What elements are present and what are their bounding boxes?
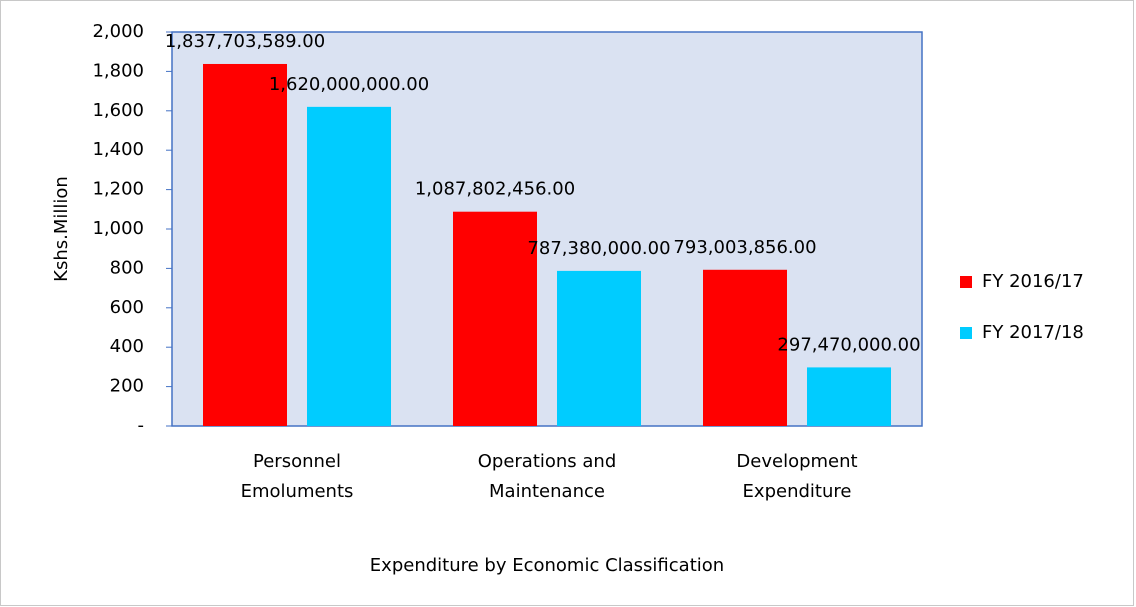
bar <box>557 270 641 426</box>
legend-swatch <box>960 327 972 339</box>
data-label: 297,470,000.00 <box>777 334 920 355</box>
legend-swatch <box>960 276 972 288</box>
x-tick-line: Emoluments <box>241 481 354 502</box>
y-tick-label: 1,000 <box>92 218 144 239</box>
data-label: 1,837,703,589.00 <box>165 31 325 52</box>
x-tick-line: Expenditure <box>743 481 852 502</box>
x-tick-label: Operations and Maintenance <box>478 451 617 502</box>
bar <box>203 63 287 427</box>
bar <box>307 106 391 427</box>
y-tick-label: 1,600 <box>92 100 144 121</box>
y-tick-label: 600 <box>110 297 144 318</box>
y-axis-title: Kshs.Million <box>51 176 72 282</box>
data-label: 793,003,856.00 <box>673 237 816 258</box>
x-tick-line: Operations and <box>478 451 617 472</box>
y-tick-label: 1,400 <box>92 139 144 160</box>
y-tick-label: 1,800 <box>92 60 144 81</box>
plot-area <box>171 31 923 427</box>
data-label: 787,380,000.00 <box>527 238 670 259</box>
bar <box>807 367 891 426</box>
data-label: 1,620,000,000.00 <box>269 74 429 95</box>
data-label: 1,087,802,456.00 <box>415 179 575 200</box>
y-tick-label: - <box>138 415 145 436</box>
x-tick-line: Maintenance <box>489 481 605 502</box>
x-tick-label: Development Expenditure <box>736 451 857 502</box>
x-tick-label: Personnel Emoluments <box>241 451 354 502</box>
legend-label: FY 2017/18 <box>982 322 1084 343</box>
y-tick-label: 200 <box>110 376 144 397</box>
y-tick-label: 1,200 <box>92 179 144 200</box>
y-tick-label: 400 <box>110 336 144 357</box>
y-tick-label: 800 <box>110 257 144 278</box>
legend-label: FY 2016/17 <box>982 271 1084 292</box>
x-tick-line: Development <box>736 451 857 472</box>
bar <box>453 211 537 426</box>
y-tick-label: 2,000 <box>92 21 144 42</box>
x-axis-title: Expenditure by Economic Classification <box>370 555 724 576</box>
x-tick-line: Personnel <box>253 451 341 472</box>
bar <box>703 269 787 426</box>
